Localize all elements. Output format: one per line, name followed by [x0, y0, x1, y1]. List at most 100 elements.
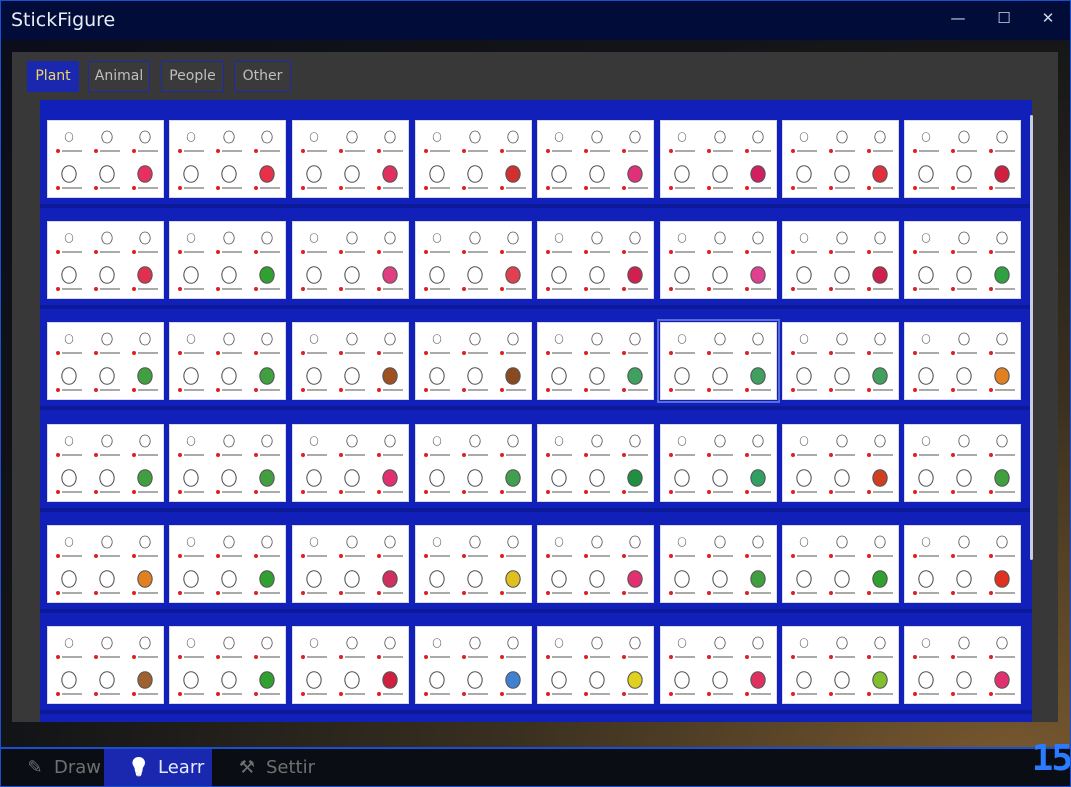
drawing-thumbnail[interactable] [169, 525, 286, 603]
step-sketch [252, 263, 282, 293]
drawing-thumbnail[interactable] [782, 120, 899, 198]
maximize-button[interactable]: ☐ [997, 9, 1011, 27]
drawing-thumbnail[interactable] [660, 424, 777, 502]
step-sketch [375, 327, 405, 357]
step-sketch [214, 263, 244, 293]
drawing-thumbnail[interactable] [169, 120, 286, 198]
drawing-thumbnail[interactable] [415, 221, 532, 299]
step-sketch [460, 429, 490, 459]
step-sketch [176, 530, 206, 560]
step-sketch [949, 668, 979, 698]
drawing-thumbnail[interactable] [415, 120, 532, 198]
drawing-thumbnail[interactable] [415, 322, 532, 400]
step-sketch [911, 530, 941, 560]
step-sketch [130, 162, 160, 192]
step-sketch [827, 466, 857, 496]
drawing-thumbnail[interactable] [169, 424, 286, 502]
step-sketch [92, 364, 122, 394]
tab-other[interactable]: Other [234, 61, 291, 92]
drawing-thumbnail[interactable] [782, 525, 899, 603]
tab-plant[interactable]: Plant [27, 61, 79, 92]
step-sketch [252, 429, 282, 459]
step-sketch [949, 226, 979, 256]
step-sketch [375, 567, 405, 597]
drawing-thumbnail[interactable] [47, 626, 164, 704]
drawing-thumbnail[interactable] [537, 525, 654, 603]
drawing-thumbnail[interactable] [904, 626, 1021, 704]
step-sketch [911, 162, 941, 192]
drawing-thumbnail[interactable] [660, 120, 777, 198]
drawing-thumbnail[interactable] [292, 322, 409, 400]
drawing-thumbnail[interactable] [782, 626, 899, 704]
drawing-thumbnail[interactable] [292, 424, 409, 502]
step-sketch [375, 162, 405, 192]
drawing-thumbnail[interactable] [904, 525, 1021, 603]
drawing-thumbnail[interactable] [47, 424, 164, 502]
step-sketch [176, 162, 206, 192]
step-sketch [987, 226, 1017, 256]
step-sketch [620, 631, 650, 661]
minimize-button[interactable]: — [950, 9, 966, 27]
nav-learn[interactable]: 💡 Learr [104, 749, 212, 787]
drawing-thumbnail[interactable] [782, 221, 899, 299]
drawing-thumbnail[interactable] [657, 319, 780, 403]
step-sketch [252, 226, 282, 256]
step-sketch [252, 364, 282, 394]
step-sketch [949, 466, 979, 496]
step-sketch [582, 567, 612, 597]
row-separator [40, 710, 1032, 714]
step-sketch [949, 125, 979, 155]
step-sketch [705, 466, 735, 496]
step-sketch [299, 226, 329, 256]
tab-animal[interactable]: Animal [88, 61, 150, 92]
drawing-thumbnail[interactable] [537, 120, 654, 198]
drawing-thumbnail[interactable] [47, 525, 164, 603]
drawing-thumbnail[interactable] [47, 221, 164, 299]
drawing-thumbnail[interactable] [537, 322, 654, 400]
step-sketch [827, 364, 857, 394]
drawing-thumbnail[interactable] [292, 120, 409, 198]
step-sketch [460, 631, 490, 661]
drawing-thumbnail[interactable] [415, 525, 532, 603]
drawing-thumbnail[interactable] [537, 424, 654, 502]
step-sketch [789, 162, 819, 192]
vertical-scrollbar[interactable] [1030, 115, 1033, 560]
drawing-thumbnail[interactable] [292, 525, 409, 603]
drawing-thumbnail[interactable] [660, 626, 777, 704]
drawing-thumbnail[interactable] [292, 626, 409, 704]
drawing-thumbnail[interactable] [415, 626, 532, 704]
drawing-thumbnail[interactable] [292, 221, 409, 299]
drawing-thumbnail[interactable] [169, 322, 286, 400]
step-sketch [252, 466, 282, 496]
drawing-thumbnail[interactable] [904, 424, 1021, 502]
drawing-thumbnail[interactable] [904, 221, 1021, 299]
drawing-thumbnail[interactable] [660, 221, 777, 299]
drawing-thumbnail[interactable] [47, 120, 164, 198]
drawing-thumbnail[interactable] [904, 120, 1021, 198]
step-sketch [299, 668, 329, 698]
drawing-thumbnail[interactable] [47, 322, 164, 400]
close-button[interactable]: ✕ [1041, 9, 1055, 27]
app-title: StickFigure [11, 9, 116, 31]
step-sketch [498, 567, 528, 597]
drawing-thumbnail[interactable] [537, 221, 654, 299]
step-sketch [620, 429, 650, 459]
step-sketch [667, 429, 697, 459]
drawing-thumbnail[interactable] [782, 322, 899, 400]
step-sketch [911, 327, 941, 357]
drawing-thumbnail[interactable] [169, 626, 286, 704]
step-sketch [498, 530, 528, 560]
step-sketch [789, 327, 819, 357]
step-sketch [375, 530, 405, 560]
drawing-thumbnail[interactable] [782, 424, 899, 502]
drawing-thumbnail[interactable] [537, 626, 654, 704]
step-sketch [620, 364, 650, 394]
drawing-thumbnail[interactable] [415, 424, 532, 502]
step-sketch [705, 530, 735, 560]
drawing-thumbnail[interactable] [169, 221, 286, 299]
drawing-thumbnail[interactable] [660, 525, 777, 603]
tab-people[interactable]: People [161, 61, 224, 92]
nav-draw[interactable]: ✎ Draw [0, 749, 104, 787]
drawing-thumbnail[interactable] [904, 322, 1021, 400]
nav-settings[interactable]: ⚒ Settir [212, 749, 322, 787]
